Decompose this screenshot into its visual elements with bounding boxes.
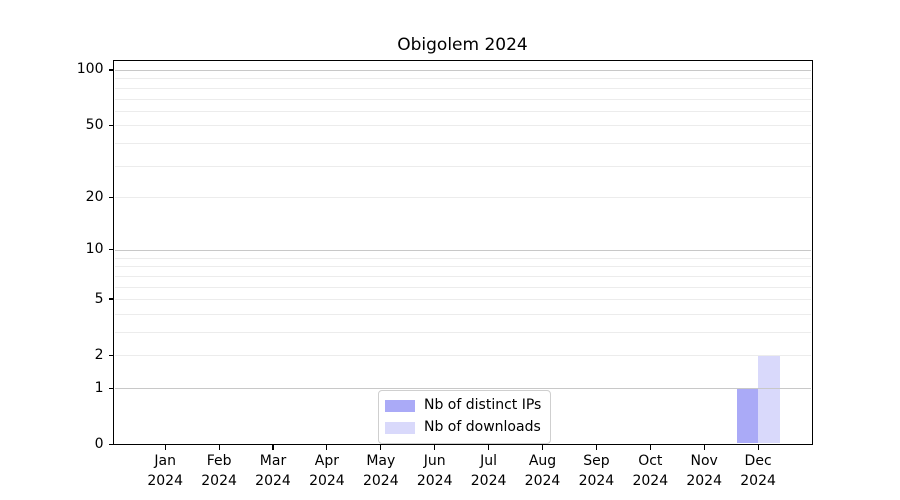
x-tick-label: Feb 2024 [201, 452, 237, 489]
y-gridline-major [114, 388, 811, 390]
legend-swatch-distinct-ips-icon [385, 399, 415, 412]
x-tickmark [703, 444, 705, 450]
x-tick-label: May 2024 [362, 452, 399, 489]
y-gridline-minor [114, 165, 811, 167]
y-gridline-minor [114, 257, 811, 259]
x-tick-label: Aug 2024 [524, 452, 561, 489]
y-tickmark [108, 354, 114, 356]
x-tick-label: Sep 2024 [578, 452, 615, 489]
x-tickmark [757, 444, 759, 450]
y-tickmark [108, 298, 114, 300]
bar-nb-of-downloads-dec [758, 355, 780, 444]
y-gridline-minor [114, 125, 811, 127]
y-tickmark [108, 249, 114, 251]
y-gridline-minor [114, 98, 811, 100]
legend-item-distinct-ips: Nb of distinct IPs [385, 396, 541, 415]
y-tick-label: 5 [94, 290, 104, 307]
y-tickmark [108, 124, 114, 126]
legend: Nb of distinct IPs Nb of downloads [378, 390, 552, 444]
bar-nb-of-distinct-ips-dec [736, 388, 759, 444]
y-gridline-minor [114, 286, 811, 288]
y-gridline-minor [114, 78, 811, 80]
x-tick-label: Nov 2024 [686, 452, 722, 489]
y-tick-label: 1 [94, 379, 104, 396]
x-tickmark [595, 444, 597, 450]
y-tick-label: 10 [85, 241, 104, 258]
y-tick-label: 100 [76, 61, 104, 78]
x-tick-label: Jun 2024 [416, 452, 453, 489]
chart-title: Obigolem 2024 [397, 35, 528, 55]
x-tick-label: Apr 2024 [309, 452, 345, 489]
y-gridline-minor [114, 197, 811, 199]
y-tickmark [108, 196, 114, 199]
x-tickmark [272, 444, 274, 450]
x-tickmark [380, 444, 382, 450]
x-tickmark [434, 444, 436, 450]
x-tickmark [541, 444, 544, 450]
y-gridline-minor [114, 87, 811, 89]
y-gridline-major [114, 249, 811, 251]
x-tick-label: Oct 2024 [632, 452, 669, 489]
y-tick-label: 0 [94, 436, 104, 452]
legend-item-downloads: Nb of downloads [385, 418, 541, 437]
y-tickmark [108, 387, 114, 389]
legend-label-distinct-ips: Nb of distinct IPs [424, 397, 542, 413]
x-tickmark [164, 444, 166, 450]
x-tickmark [326, 444, 328, 450]
y-gridline-minor [114, 275, 811, 277]
x-tick-label: Dec 2024 [740, 452, 776, 489]
x-tickmark [218, 444, 220, 450]
x-tickmark [649, 444, 651, 450]
y-tickmark [108, 69, 114, 71]
y-gridline-minor [114, 299, 811, 301]
y-tick-label: 50 [85, 116, 104, 133]
x-tick-label: Jan 2024 [147, 452, 183, 489]
y-gridline-minor [114, 355, 811, 357]
y-gridline-minor [114, 331, 811, 333]
x-tick-label: Mar 2024 [255, 452, 291, 489]
y-gridline-major [114, 69, 811, 71]
y-gridline-minor [114, 313, 811, 315]
y-tick-label: 2 [94, 346, 104, 363]
y-tick-label: 20 [85, 188, 104, 205]
y-gridline-minor [114, 110, 811, 112]
legend-swatch-downloads-icon [385, 421, 415, 434]
y-gridline-minor [114, 266, 811, 268]
x-tick-label: Jul 2024 [470, 452, 507, 489]
x-tickmark [488, 444, 490, 450]
plot-area [113, 60, 813, 445]
legend-label-downloads: Nb of downloads [424, 419, 541, 435]
y-gridline-minor [114, 143, 811, 145]
y-tickmark [108, 443, 114, 446]
